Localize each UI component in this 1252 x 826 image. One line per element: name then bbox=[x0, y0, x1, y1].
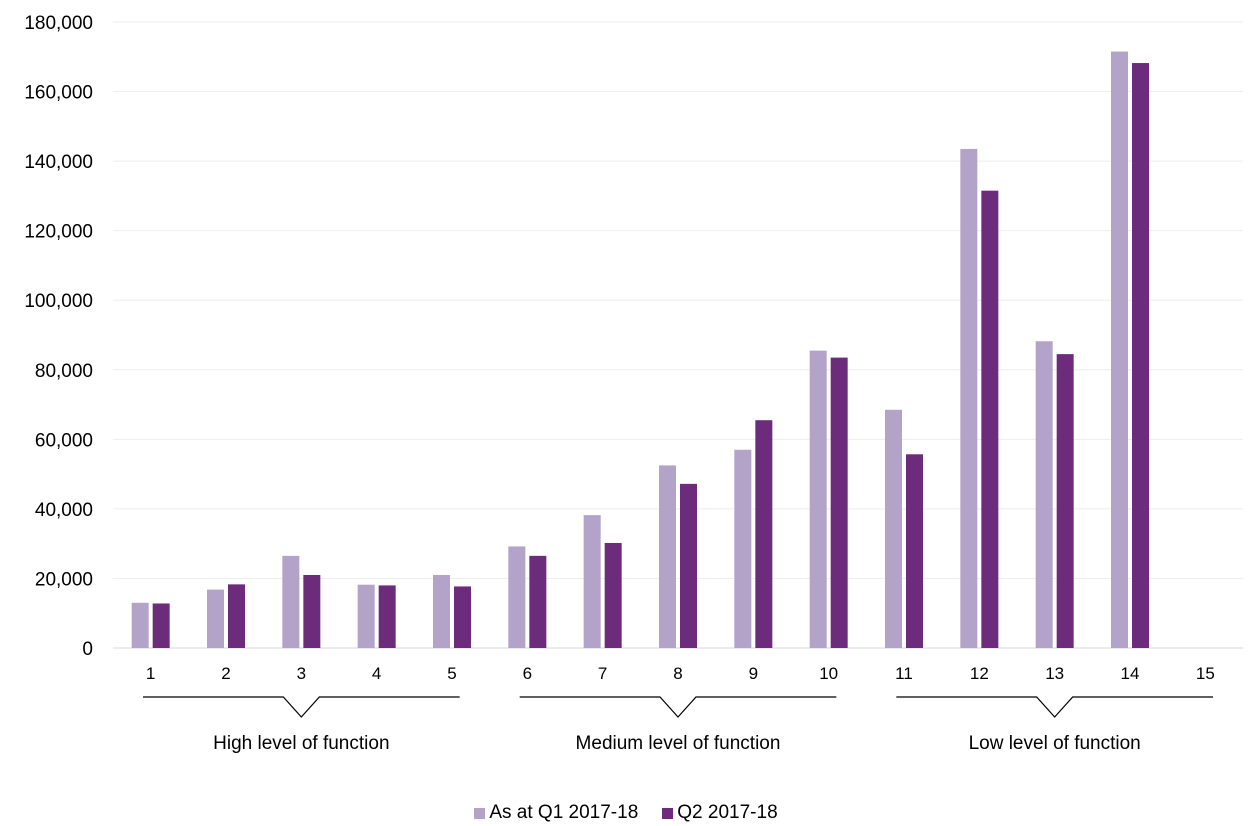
legend-item-q1: As at Q1 2017-18 bbox=[474, 802, 638, 824]
bar-series-2-cat-2 bbox=[228, 584, 245, 648]
legend-swatch-q1 bbox=[474, 807, 486, 819]
x-tick-label: 15 bbox=[1196, 664, 1215, 683]
bars bbox=[131, 51, 1149, 649]
bar-series-2-cat-12 bbox=[981, 190, 999, 648]
bar-series-2-cat-7 bbox=[604, 542, 622, 648]
x-tick-label: 8 bbox=[673, 664, 682, 683]
bar-series-2-cat-8 bbox=[680, 483, 697, 648]
y-tick-label: 0 bbox=[82, 639, 93, 660]
legend-item-q2: Q2 2017-18 bbox=[662, 802, 778, 824]
legend-label-q2: Q2 2017-18 bbox=[677, 802, 778, 823]
bar-series-1-cat-12 bbox=[960, 148, 978, 648]
bar-series-1-cat-9 bbox=[734, 449, 752, 648]
x-tick-label: 7 bbox=[598, 664, 607, 683]
x-tick-label: 2 bbox=[221, 664, 230, 683]
x-tick-label: 11 bbox=[895, 664, 913, 683]
y-tick-label: 100,000 bbox=[24, 291, 93, 312]
y-tick-label: 140,000 bbox=[24, 152, 93, 173]
bar-series-2-cat-1 bbox=[152, 603, 170, 648]
bar-series-1-cat-2 bbox=[207, 589, 224, 648]
x-tick-label: 9 bbox=[749, 664, 758, 683]
bar-series-1-cat-3 bbox=[282, 555, 300, 648]
bar-series-1-cat-8 bbox=[659, 465, 676, 648]
y-tick-label: 180,000 bbox=[24, 13, 93, 34]
group-label: Low level of function bbox=[969, 733, 1141, 754]
x-tick-label: 14 bbox=[1121, 664, 1140, 683]
y-tick-label: 120,000 bbox=[24, 222, 93, 243]
bar-series-1-cat-11 bbox=[885, 409, 902, 648]
bar-series-2-cat-6 bbox=[529, 555, 547, 648]
x-axis-tick-labels: 1 2 3 4 5 6 7 8 9 10 11 12 13 14 15 bbox=[146, 664, 1215, 683]
bar-series-1-cat-4 bbox=[357, 584, 375, 648]
x-tick-label: 4 bbox=[372, 664, 381, 683]
y-tick-label: 80,000 bbox=[35, 361, 93, 382]
group-bracket bbox=[519, 696, 837, 718]
legend-label-q1: As at Q1 2017-18 bbox=[489, 802, 639, 823]
bar-series-1-cat-14 bbox=[1111, 51, 1128, 649]
bar-series-2-cat-3 bbox=[303, 574, 321, 648]
legend-swatch-q2 bbox=[662, 807, 674, 819]
x-tick-label: 12 bbox=[970, 664, 989, 683]
x-tick-label: 13 bbox=[1045, 664, 1064, 683]
group-bracket bbox=[143, 696, 460, 718]
y-tick-label: 20,000 bbox=[35, 569, 93, 590]
gridlines bbox=[113, 21, 1243, 579]
bar-series-1-cat-10 bbox=[809, 350, 827, 648]
bar-series-1-cat-7 bbox=[583, 515, 601, 648]
bar-series-2-cat-10 bbox=[830, 357, 848, 648]
bar-series-1-cat-5 bbox=[433, 574, 450, 648]
bar-series-1-cat-13 bbox=[1035, 341, 1053, 648]
x-tick-label: 3 bbox=[297, 664, 306, 683]
y-axis-tick-labels: 0 20,000 40,000 60,000 80,000 100,000 120,000 1… bbox=[24, 13, 93, 660]
legend: As at Q1 2017-18 Q2 2017-18 bbox=[0, 802, 1252, 824]
y-tick-label: 40,000 bbox=[35, 500, 93, 521]
bar-series-2-cat-14 bbox=[1132, 63, 1149, 648]
bar-series-2-cat-9 bbox=[755, 420, 773, 648]
bar-series-1-cat-6 bbox=[508, 546, 526, 648]
x-tick-label: 1 bbox=[146, 664, 155, 683]
bar-series-2-cat-11 bbox=[906, 454, 923, 648]
bar-series-2-cat-5 bbox=[454, 586, 471, 648]
category-group-brackets: High level of function Medium level of fu… bbox=[143, 696, 1213, 754]
x-tick-label: 10 bbox=[819, 664, 838, 683]
bar-series-2-cat-4 bbox=[378, 585, 396, 648]
x-tick-label: 6 bbox=[523, 664, 532, 683]
bar-series-2-cat-13 bbox=[1056, 354, 1074, 648]
y-tick-label: 60,000 bbox=[35, 430, 93, 451]
x-tick-label: 5 bbox=[447, 664, 456, 683]
group-label: Medium level of function bbox=[576, 733, 781, 754]
group-label: High level of function bbox=[213, 733, 389, 754]
bar-series-1-cat-1 bbox=[131, 602, 149, 648]
group-bracket bbox=[896, 696, 1213, 718]
y-tick-label: 160,000 bbox=[24, 83, 93, 104]
